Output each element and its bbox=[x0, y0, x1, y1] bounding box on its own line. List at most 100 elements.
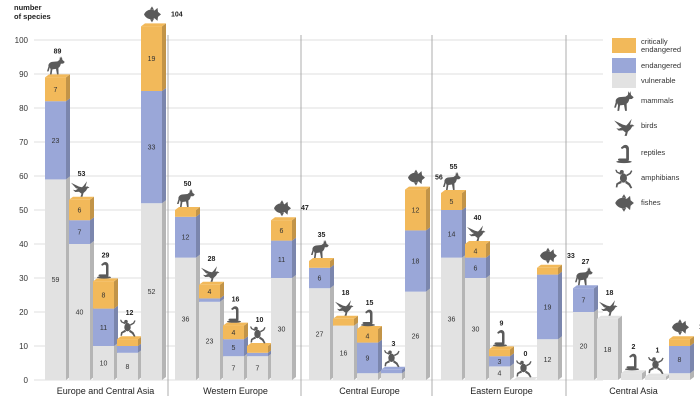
segment-value-label: 9 bbox=[366, 355, 370, 362]
segment-value-label: 18 bbox=[604, 347, 612, 354]
segment-value-label: 6 bbox=[474, 265, 478, 272]
frog-icon bbox=[384, 350, 400, 368]
legend-swatch-vulnerable bbox=[612, 73, 636, 88]
y-tick-label: 0 bbox=[24, 376, 29, 385]
bar-top-face bbox=[247, 343, 272, 346]
bar-top-face bbox=[645, 373, 670, 377]
bar-segment bbox=[405, 189, 426, 231]
segment-value-label: 27 bbox=[316, 332, 324, 339]
bar-segment bbox=[199, 284, 220, 299]
bar-segment bbox=[357, 373, 378, 380]
bar-segment-side bbox=[690, 336, 694, 346]
bar-segment-side bbox=[292, 275, 296, 380]
fish-icon bbox=[274, 200, 291, 217]
bar-amphibians: 1 bbox=[645, 348, 670, 380]
bar-top-face bbox=[271, 217, 296, 221]
bar-reptiles: 7 5 4 16 bbox=[223, 297, 248, 380]
bar-segment bbox=[309, 288, 330, 380]
segment-value-label: 4 bbox=[366, 333, 370, 340]
bar-segment bbox=[441, 257, 462, 380]
bar-total-label: 0 bbox=[524, 351, 528, 358]
bar-top-face bbox=[199, 281, 224, 285]
segment-value-label: 20 bbox=[580, 344, 588, 351]
bar-top-face bbox=[69, 196, 94, 200]
bar-segment bbox=[333, 325, 354, 380]
y-axis-label-line: of species bbox=[14, 12, 51, 21]
bar-segment-side bbox=[66, 98, 70, 180]
fish-icon bbox=[615, 194, 634, 212]
bar-segment-side bbox=[196, 207, 200, 217]
bar-segment bbox=[247, 356, 268, 380]
bar-segment-side bbox=[462, 190, 466, 210]
region-label: Europe and Central Asia bbox=[57, 386, 155, 396]
segment-value-label: 8 bbox=[126, 364, 130, 371]
fish-icon bbox=[540, 247, 557, 264]
bar-segment bbox=[223, 356, 244, 380]
bar-top-face bbox=[141, 23, 166, 27]
bar-segment-side bbox=[292, 217, 296, 241]
bar-segment bbox=[465, 257, 486, 278]
bar-total-label: 47 bbox=[301, 205, 309, 212]
bar-segment bbox=[537, 274, 558, 340]
segment-value-label: 33 bbox=[148, 145, 156, 152]
bar-segment bbox=[381, 369, 402, 374]
bar-top-face bbox=[93, 278, 118, 282]
bar-segment bbox=[669, 339, 690, 346]
frog-icon bbox=[615, 169, 633, 189]
bar-group: 36 12 50 23 4 28 7 5 4 16 7 10 30 11 6 47 bbox=[175, 181, 309, 380]
bar-top-face bbox=[513, 377, 538, 380]
bar-top-face bbox=[223, 322, 248, 326]
bar-top-face bbox=[441, 190, 466, 193]
bar-top-face bbox=[573, 285, 598, 289]
segment-value-label: 6 bbox=[318, 276, 322, 283]
snake-icon bbox=[227, 306, 241, 323]
bar-total-label: 1 bbox=[656, 348, 660, 355]
bird-icon bbox=[335, 300, 354, 316]
bar-segment bbox=[465, 278, 486, 380]
bar-amphibians: 3 bbox=[381, 341, 406, 380]
bar-total-label: 15 bbox=[366, 300, 374, 307]
segment-value-label: 7 bbox=[78, 230, 82, 237]
segment-value-label: 16 bbox=[340, 350, 348, 357]
bar-segment-side bbox=[162, 200, 166, 380]
segment-value-label: 7 bbox=[256, 366, 260, 373]
segment-value-label: 12 bbox=[182, 235, 190, 242]
bar-mammals: 59 23 7 89 bbox=[45, 48, 70, 380]
bar-segment-side bbox=[330, 258, 334, 268]
segment-value-label: 5 bbox=[232, 345, 236, 352]
legend-swatch-critically-endangered bbox=[612, 38, 636, 53]
segment-value-label: 7 bbox=[54, 87, 58, 94]
segment-value-label: 30 bbox=[472, 327, 480, 334]
bar-segment bbox=[93, 308, 114, 346]
bar-segment bbox=[271, 240, 292, 278]
bar-total-label: 89 bbox=[54, 48, 62, 55]
bar-amphibians: 8 12 bbox=[117, 310, 142, 380]
snake-icon bbox=[97, 262, 111, 279]
bar-segment bbox=[381, 373, 402, 380]
bar-segment bbox=[537, 339, 558, 380]
bar-reptiles: 9 4 15 bbox=[357, 300, 382, 380]
bar-segment-side bbox=[66, 74, 70, 102]
bar-segment bbox=[271, 278, 292, 380]
bar-segment-side bbox=[486, 254, 490, 278]
bar-segment bbox=[621, 373, 642, 380]
legend-label: fishes bbox=[641, 198, 661, 207]
bird-icon bbox=[71, 181, 90, 197]
segment-value-label: 4 bbox=[208, 289, 212, 296]
bar-segment-side bbox=[90, 196, 94, 221]
bar-birds: 23 4 28 bbox=[199, 256, 224, 380]
bar-segment-side bbox=[486, 241, 490, 258]
bar-segment-side bbox=[558, 271, 562, 340]
bar-top-face bbox=[381, 366, 406, 370]
bar-total-label: 27 bbox=[582, 259, 590, 266]
bar-total-label: 10 bbox=[256, 317, 264, 324]
region-label: Western Europe bbox=[203, 386, 268, 396]
bar-fishes: 52 33 19 104 bbox=[141, 6, 183, 380]
y-tick-label: 80 bbox=[19, 104, 28, 113]
bar-segment bbox=[489, 349, 510, 357]
bar-top-face bbox=[45, 74, 70, 78]
segment-value-label: 6 bbox=[78, 208, 82, 215]
y-tick-label: 20 bbox=[19, 308, 28, 317]
